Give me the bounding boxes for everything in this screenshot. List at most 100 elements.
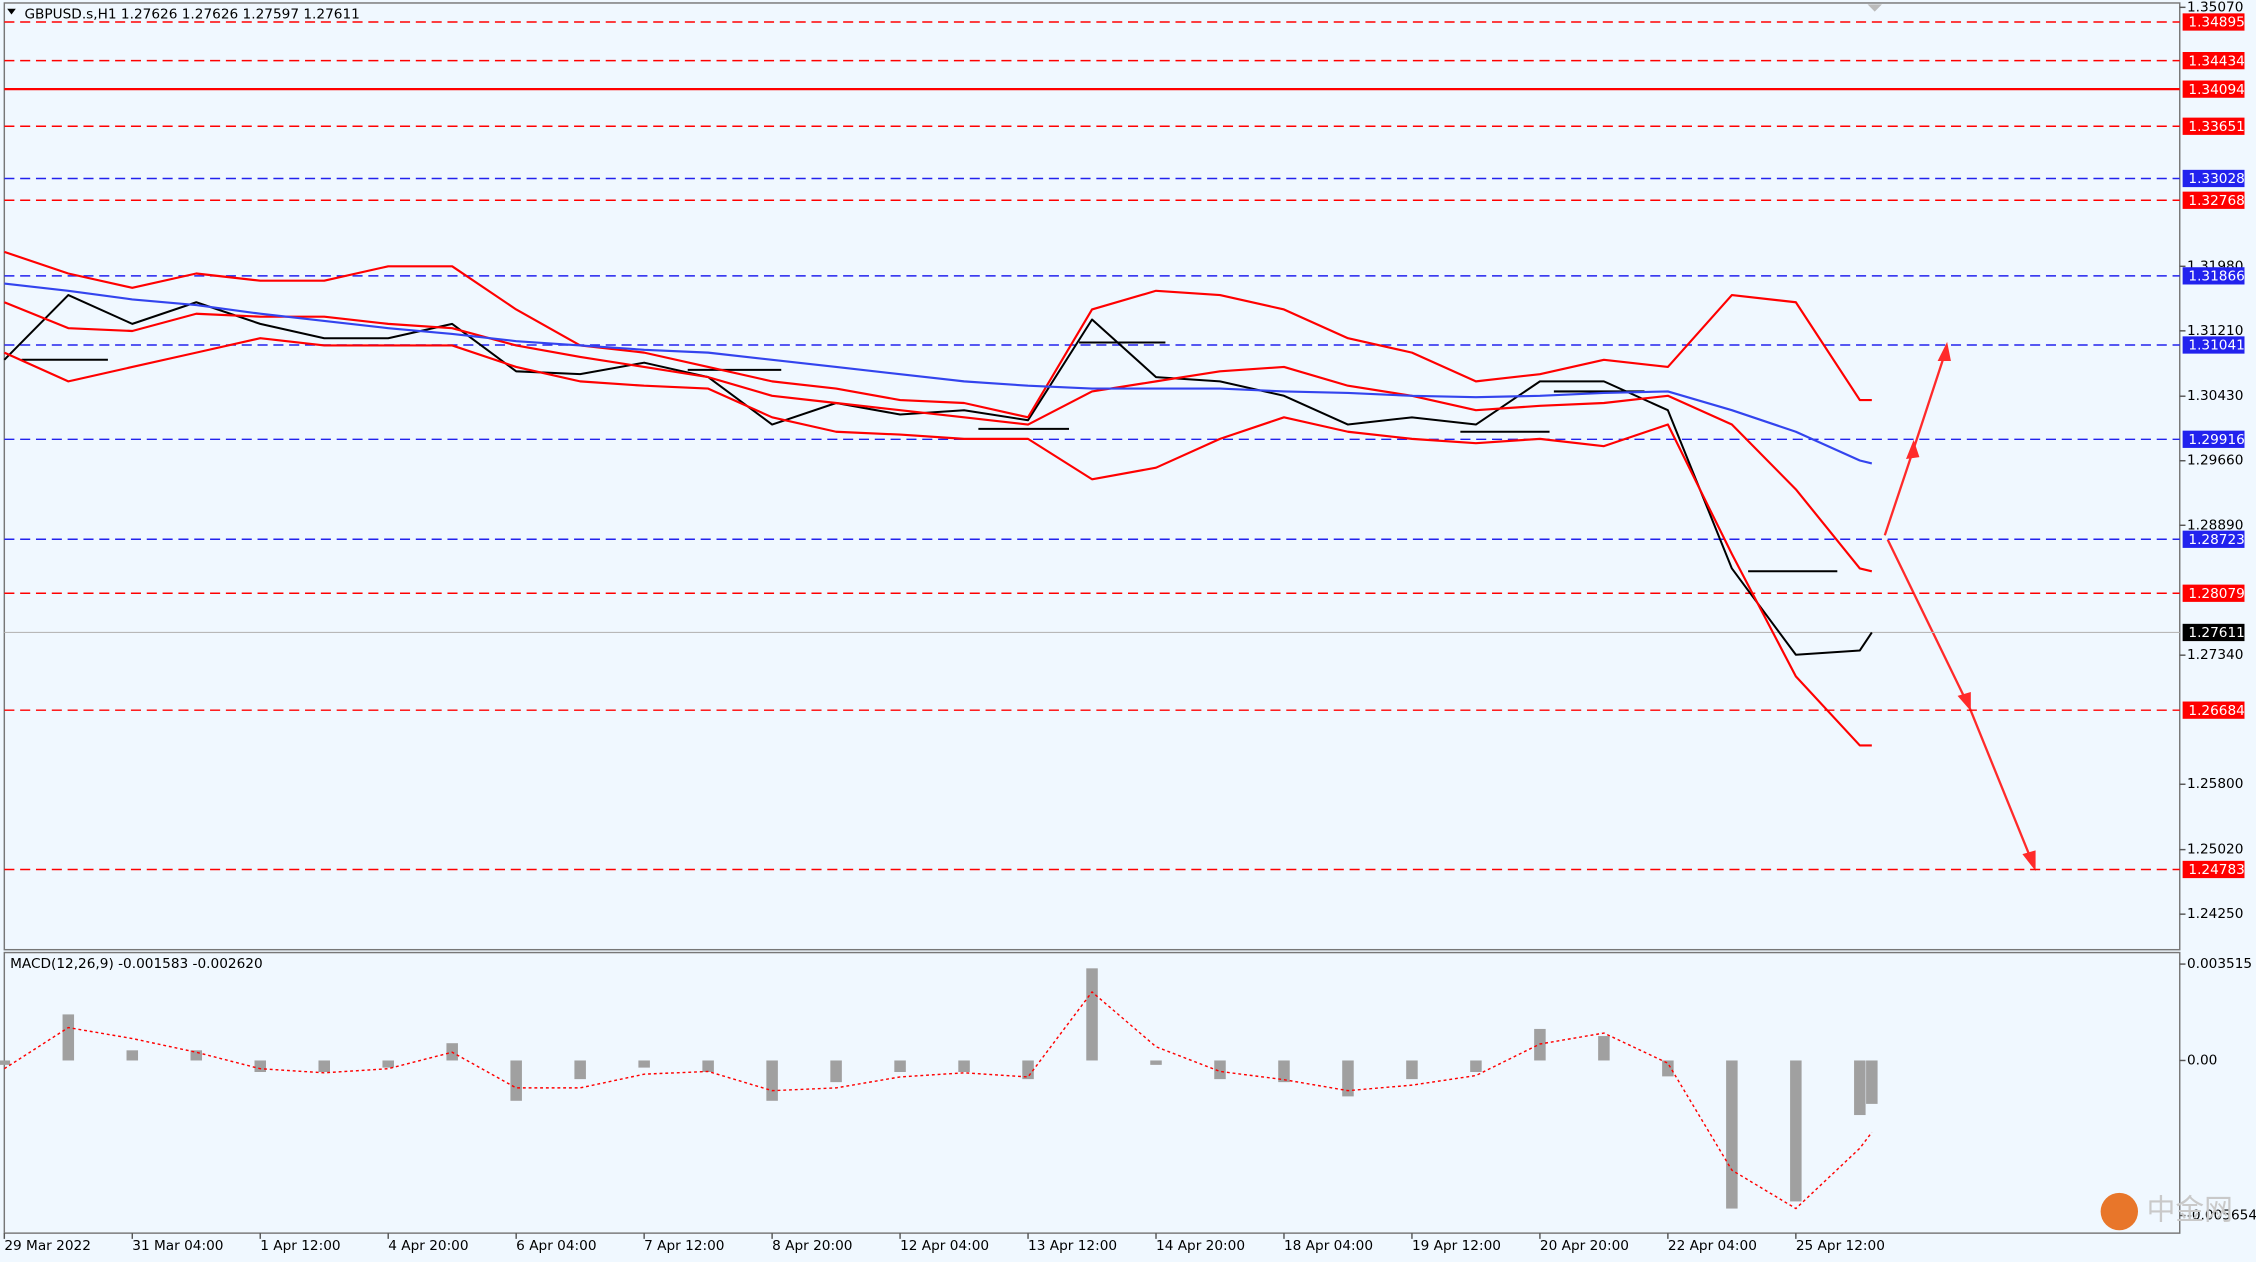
trend-arrows xyxy=(1883,341,2036,872)
level-label: 1.33028 xyxy=(2188,171,2244,187)
histogram-bar xyxy=(1662,1060,1674,1077)
indicator-line xyxy=(3,337,1872,747)
level-label: 1.24783 xyxy=(2188,862,2244,878)
macd-header: MACD(12,26,9) -0.001583 -0.002620 xyxy=(10,956,263,972)
x-tick-label: 12 Apr 04:00 xyxy=(900,1238,989,1254)
y-tick-label: -0.005654 xyxy=(2187,1208,2256,1224)
histogram-bar xyxy=(894,1060,906,1072)
y-tick-label: 1.28890 xyxy=(2187,517,2243,533)
level-label-box xyxy=(2182,336,2245,354)
y-tick-label: 0.00 xyxy=(2187,1052,2217,1068)
level-label-box xyxy=(2182,860,2245,879)
histogram-bar xyxy=(638,1060,650,1068)
y-tick-label: 1.24250 xyxy=(2187,906,2243,922)
level-label: 1.34094 xyxy=(2188,82,2244,98)
histogram-bar xyxy=(1086,968,1098,1061)
y-tick-label: 1.29660 xyxy=(2187,453,2243,469)
histogram-bar xyxy=(766,1060,778,1101)
x-tick-label: 14 Apr 20:00 xyxy=(1156,1238,1245,1254)
price-panel xyxy=(3,2,2181,951)
histogram-bar xyxy=(62,1014,75,1061)
x-tick-label: 7 Apr 12:00 xyxy=(644,1238,724,1254)
y-tick-label: 1.25020 xyxy=(2187,842,2243,858)
arrow-up-1 xyxy=(1883,448,1915,536)
arrow-head xyxy=(1906,439,1920,460)
x-tick-label: 20 Apr 20:00 xyxy=(1540,1238,1629,1254)
support-segments xyxy=(21,341,1838,573)
level-label: 1.31866 xyxy=(2188,269,2244,285)
y-tick-label: 1.31210 xyxy=(2187,323,2243,339)
level-label: 1.28723 xyxy=(2188,532,2244,548)
histogram-bar xyxy=(1278,1060,1290,1083)
level-label: 1.28079 xyxy=(2188,586,2244,602)
level-label: 1.33651 xyxy=(2188,119,2244,135)
histogram-bar xyxy=(830,1060,842,1083)
macd-panel xyxy=(3,951,2181,1234)
x-tick-label: 29 Mar 2022 xyxy=(4,1238,91,1254)
histogram-bar xyxy=(254,1060,267,1072)
level-label-box xyxy=(2182,530,2245,548)
y-tick-label: 1.25800 xyxy=(2187,776,2243,792)
histogram-bar xyxy=(1406,1060,1418,1080)
indicator-line xyxy=(3,301,1873,573)
histogram-bar xyxy=(1342,1060,1354,1097)
histogram-bar xyxy=(702,1060,714,1072)
histogram-bar xyxy=(574,1060,586,1080)
level-label: 1.34895 xyxy=(2188,15,2244,31)
watermark: 中金网 xyxy=(2147,1193,2233,1227)
level-label-box xyxy=(2182,13,2245,31)
level-label-box xyxy=(2182,117,2245,135)
indicator-line xyxy=(3,991,1873,1210)
y-tick-label: 1.27340 xyxy=(2187,647,2243,663)
histogram-bar xyxy=(126,1050,139,1061)
histogram-bar xyxy=(190,1050,203,1061)
histogram-bar xyxy=(318,1060,330,1072)
level-label-box xyxy=(2182,430,2245,448)
level-label-box xyxy=(2182,80,2245,98)
x-tick-label: 18 Apr 04:00 xyxy=(1284,1238,1373,1254)
level-label: 1.32768 xyxy=(2188,193,2244,209)
menu-triangle[interactable] xyxy=(7,8,16,15)
x-tick-label: 22 Apr 04:00 xyxy=(1668,1238,1757,1254)
level-label: 1.31041 xyxy=(2188,338,2244,354)
histogram-bar xyxy=(1854,1060,1866,1116)
y-tick-label: 1.30430 xyxy=(2187,388,2243,404)
level-label-box xyxy=(2182,169,2245,188)
x-tick-label: 31 Mar 04:00 xyxy=(132,1238,223,1254)
histogram-bar xyxy=(1598,1036,1610,1061)
shift-marker xyxy=(1867,4,1882,12)
level-label: 1.29916 xyxy=(2188,432,2244,448)
histogram-bar xyxy=(1470,1060,1482,1072)
level-label: 1.26684 xyxy=(2188,703,2244,719)
x-tick-label: 13 Apr 12:00 xyxy=(1028,1238,1117,1254)
histogram-bar xyxy=(382,1060,394,1068)
x-tick-label: 8 Apr 20:00 xyxy=(772,1238,852,1254)
histogram-bar xyxy=(958,1060,970,1072)
price-line xyxy=(3,294,1873,656)
level-label-box xyxy=(2182,52,2245,70)
symbol-header: GBPUSD.s,H1 1.27626 1.27626 1.27597 1.27… xyxy=(24,6,359,22)
x-tick-label: 6 Apr 04:00 xyxy=(516,1238,596,1254)
arrow-head xyxy=(2022,850,2036,872)
level-label-box xyxy=(2182,191,2245,209)
watermark-logo xyxy=(2100,1192,2139,1231)
arrow-down-1 xyxy=(1886,539,1968,703)
indicator-line xyxy=(4,282,1873,465)
level-label: 1.34434 xyxy=(2188,53,2244,69)
x-tick-label: 1 Apr 12:00 xyxy=(260,1238,340,1254)
x-tick-label: 19 Apr 12:00 xyxy=(1412,1238,1501,1254)
histogram-bar xyxy=(510,1060,522,1101)
arrow-head xyxy=(1957,692,1971,712)
arrow-up-2 xyxy=(1912,352,1947,450)
current-price-box xyxy=(2182,623,2245,642)
y-tick-label: 1.35070 xyxy=(2187,0,2243,15)
histogram-bar xyxy=(1866,1060,1878,1104)
histogram-bar xyxy=(0,1060,11,1065)
histogram-bar xyxy=(1726,1060,1738,1209)
histogram-bar xyxy=(1790,1060,1802,1202)
x-tick-label: 4 Apr 20:00 xyxy=(388,1238,468,1254)
arrow-down-2 xyxy=(1968,707,2033,861)
